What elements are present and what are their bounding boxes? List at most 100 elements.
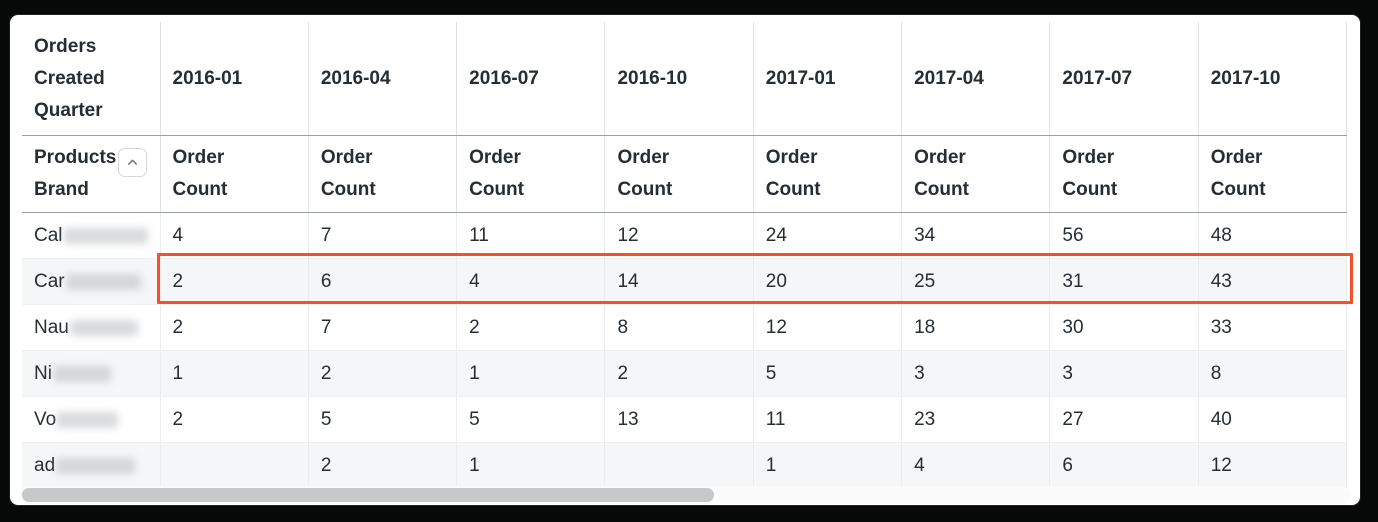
table-row: Car 2 6 4 14 20 25 31 43 [22, 258, 1348, 305]
quarter-label: 2017-10 [1210, 67, 1281, 89]
value-cell[interactable] [160, 442, 309, 489]
value-cell[interactable]: 2 [160, 258, 309, 305]
brand-cell[interactable]: Nau [22, 304, 161, 351]
value-cell[interactable]: 6 [1049, 442, 1199, 489]
quarter-header-cell[interactable]: 2017-04 [901, 22, 1051, 136]
value-cell[interactable]: 56 [1049, 212, 1199, 259]
value-cell[interactable]: 43 [1198, 258, 1348, 305]
value-cell[interactable]: 5 [308, 396, 458, 443]
value-cell[interactable]: 1 [160, 350, 309, 397]
value-cell[interactable]: 34 [901, 212, 1051, 259]
brand-prefix: Cal [34, 224, 63, 246]
quarter-header-cell[interactable]: 2016-10 [604, 22, 754, 136]
value-cell[interactable]: 8 [604, 304, 754, 351]
quarter-header-cell[interactable]: 2016-07 [456, 22, 606, 136]
value-cell[interactable]: 4 [456, 258, 606, 305]
value-cell[interactable]: 2 [160, 304, 309, 351]
measure-header-cell[interactable]: Order Count [1049, 135, 1199, 213]
value-cell[interactable]: 7 [308, 304, 458, 351]
table-row: Nau 2 7 2 8 12 18 30 33 [22, 304, 1348, 351]
brand-prefix: Ni [34, 362, 52, 384]
value-cell[interactable]: 12 [604, 212, 754, 259]
brand-prefix: Car [34, 270, 65, 292]
measure-label: Order Count [914, 147, 969, 200]
quarter-label: 2017-04 [914, 67, 984, 89]
blurred-text [69, 319, 138, 336]
table-row: Cal 4 7 11 12 24 34 56 48 [22, 212, 1348, 259]
value-cell[interactable]: 3 [1049, 350, 1199, 397]
quarter-header-cell[interactable]: 2016-04 [308, 22, 458, 136]
brand-cell[interactable]: ad [22, 442, 161, 489]
brand-cell[interactable]: Cal [22, 212, 161, 259]
value-cell[interactable]: 7 [308, 212, 458, 259]
value-cell[interactable]: 27 [1049, 396, 1199, 443]
brand-cell[interactable]: Car [22, 258, 161, 305]
measure-header-row: Products Brand Order Count Order Count Ord… [22, 135, 1348, 213]
measure-header-cell[interactable]: Order Count [753, 135, 903, 213]
measure-label: Order Count [765, 147, 821, 200]
brand-prefix: Nau [34, 316, 69, 338]
chevron-up-icon[interactable] [118, 148, 147, 177]
value-cell[interactable]: 2 [308, 442, 458, 489]
measure-header-cell[interactable]: Order Count [604, 135, 754, 213]
horizontal-scrollbar[interactable] [20, 486, 1350, 504]
value-cell[interactable]: 5 [753, 350, 903, 397]
value-cell[interactable]: 4 [160, 212, 309, 259]
value-cell[interactable]: 4 [901, 442, 1051, 489]
value-cell[interactable]: 12 [753, 304, 903, 351]
value-cell[interactable]: 12 [1198, 442, 1348, 489]
corner-header-label: Orders Created Quarter [34, 35, 105, 121]
quarter-label: 2016-01 [172, 67, 243, 89]
blurred-text [56, 457, 136, 474]
value-cell[interactable]: 40 [1198, 396, 1348, 443]
table-panel: Orders Created Quarter 2016-01 2016-04 201… [10, 15, 1360, 505]
value-cell[interactable]: 5 [456, 396, 606, 443]
corner-header-cell: Orders Created Quarter [22, 22, 161, 136]
value-cell[interactable]: 2 [160, 396, 309, 443]
value-cell[interactable]: 31 [1049, 258, 1199, 305]
value-cell[interactable] [604, 442, 754, 489]
table-row: Ni 1 2 1 2 5 3 3 8 [22, 350, 1348, 397]
value-cell[interactable]: 23 [901, 396, 1051, 443]
value-cell[interactable]: 11 [753, 396, 903, 443]
value-cell[interactable]: 2 [604, 350, 754, 397]
measure-header-cell[interactable]: Order Count [160, 135, 309, 213]
brand-cell[interactable]: Vo [22, 396, 161, 443]
value-cell[interactable]: 2 [456, 304, 606, 351]
measure-header-cell[interactable]: Order Count [1198, 135, 1348, 213]
quarter-header-cell[interactable]: 2017-07 [1049, 22, 1199, 136]
quarter-label: 2016-10 [617, 67, 688, 89]
table-body: Cal 4 7 11 12 24 34 56 48 Car 2 6 4 14 20 25 31 43 Nau 2 7 2 8… [22, 212, 1348, 489]
value-cell[interactable]: 24 [753, 212, 903, 259]
value-cell[interactable]: 3 [901, 350, 1051, 397]
value-cell[interactable]: 2 [308, 350, 458, 397]
value-cell[interactable]: 14 [604, 258, 754, 305]
blurred-text [57, 411, 119, 428]
quarter-header-cell[interactable]: 2016-01 [160, 22, 309, 136]
value-cell[interactable]: 18 [901, 304, 1051, 351]
value-cell[interactable]: 11 [456, 212, 606, 259]
measure-header-cell[interactable]: Order Count [308, 135, 458, 213]
measure-header-cell[interactable]: Order Count [456, 135, 606, 213]
brand-cell[interactable]: Ni [22, 350, 161, 397]
value-cell[interactable]: 48 [1198, 212, 1348, 259]
blurred-text [65, 273, 141, 290]
value-cell[interactable]: 1 [753, 442, 903, 489]
value-cell[interactable]: 1 [456, 350, 606, 397]
measure-label: Order Count [320, 147, 376, 200]
value-cell[interactable]: 13 [604, 396, 754, 443]
value-cell[interactable]: 6 [308, 258, 458, 305]
quarter-header-cell[interactable]: 2017-10 [1198, 22, 1348, 136]
measure-label: Order Count [1210, 147, 1266, 200]
value-cell[interactable]: 20 [753, 258, 903, 305]
value-cell[interactable]: 33 [1198, 304, 1348, 351]
quarter-label: 2017-01 [765, 67, 836, 89]
brand-prefix: ad [34, 454, 56, 476]
quarter-header-cell[interactable]: 2017-01 [753, 22, 903, 136]
value-cell[interactable]: 30 [1049, 304, 1199, 351]
value-cell[interactable]: 25 [901, 258, 1051, 305]
value-cell[interactable]: 1 [456, 442, 606, 489]
value-cell[interactable]: 8 [1198, 350, 1348, 397]
horizontal-scrollbar-thumb[interactable] [22, 488, 714, 502]
measure-header-cell[interactable]: Order Count [901, 135, 1051, 213]
